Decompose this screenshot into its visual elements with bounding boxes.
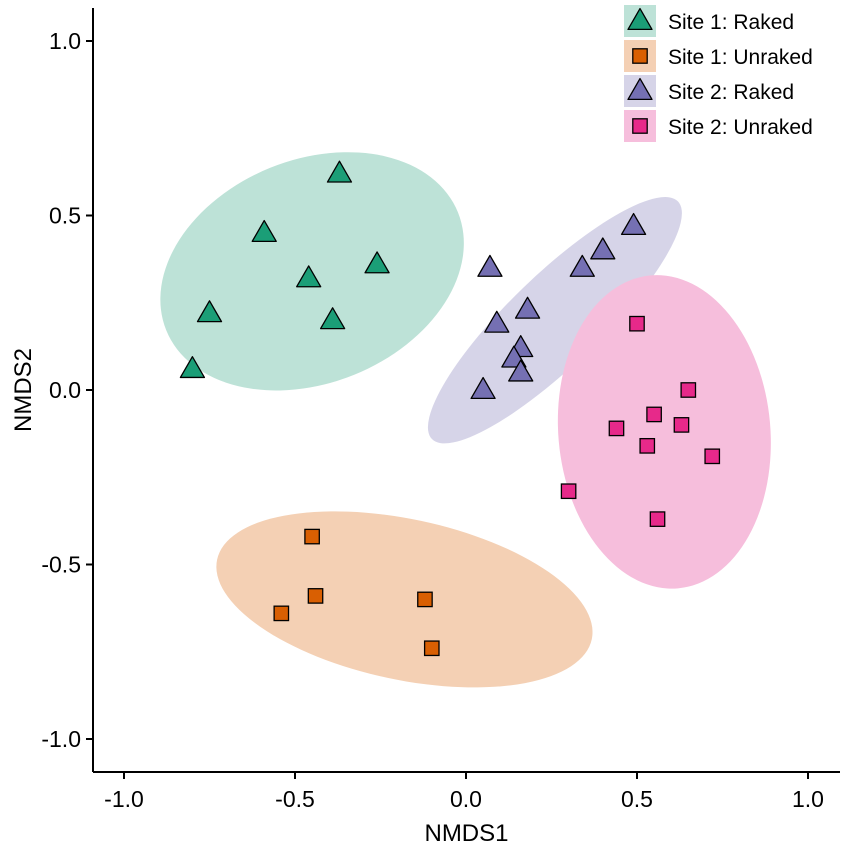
point-site-1-raked: [326, 160, 353, 183]
point-site-2-unraked: [608, 420, 625, 437]
point-site-2-unraked: [649, 511, 666, 527]
point-site-1-unraked: [304, 528, 320, 545]
point-site-2-raked: [620, 212, 647, 236]
legend-label-site-1-unraked: Site 1: Unraked: [668, 46, 813, 69]
y-tick-label: 1.0: [49, 28, 81, 54]
point-site-2-unraked: [639, 437, 656, 454]
legend-label-site-2-raked: Site 2: Raked: [668, 81, 794, 104]
x-tick-label: -0.5: [275, 786, 315, 812]
point-site-2-raked: [569, 254, 595, 277]
point-site-2-unraked: [704, 448, 721, 465]
point-layer: [179, 160, 721, 657]
point-site-2-unraked: [629, 315, 645, 332]
point-site-1-raked: [251, 219, 277, 243]
point-site-2-raked: [508, 359, 534, 382]
point-site-2-raked: [484, 310, 510, 333]
x-tick-label: 0.5: [621, 786, 653, 812]
x-tick-label: -1.0: [104, 786, 144, 812]
y-tick-label: -0.5: [41, 552, 81, 578]
point-site-2-unraked: [673, 417, 690, 433]
point-site-2-raked: [470, 376, 496, 400]
legend-marker-site-2-raked: [627, 77, 653, 101]
ellipse-layer: [160, 152, 771, 688]
y-tick-label: 0.5: [49, 203, 81, 229]
point-site-1-raked: [296, 265, 322, 288]
point-site-1-unraked: [273, 605, 290, 622]
x-tick-label: 0.0: [450, 786, 482, 812]
point-site-2-unraked: [646, 406, 662, 423]
point-site-1-raked: [319, 307, 346, 330]
x-ticks: -1.0 -0.5 0.0 0.5 1.0: [104, 772, 824, 812]
legend-marker-site-1-unraked: [632, 48, 648, 64]
legend-label-site-1-raked: Site 1: Raked: [668, 11, 794, 34]
point-site-2-raked: [477, 254, 503, 277]
x-tick-label: 1.0: [792, 786, 824, 812]
legend-marker-site-1-raked: [627, 7, 653, 31]
point-site-1-unraked: [307, 588, 324, 604]
point-site-2-unraked: [680, 382, 697, 398]
point-site-1-unraked: [417, 591, 433, 608]
axes: -1.0 -0.5 0.0 0.5 1.0 -1.0 -0.5 0.0 0.5 1.0: [41, 8, 840, 812]
point-site-2-unraked: [560, 483, 577, 500]
legend-label-site-2-unraked: Site 2: Unraked: [668, 116, 813, 139]
legend: Site 1: Raked Site 1: Unraked Site 2: Rake…: [624, 5, 813, 142]
point-site-2-raked: [514, 296, 541, 319]
y-tick-label: -1.0: [41, 726, 81, 752]
point-site-1-unraked: [423, 640, 440, 657]
ellipse-site-1-unraked: [216, 511, 593, 688]
point-site-1-raked: [179, 356, 206, 379]
ellipse-site-2-unraked: [557, 275, 771, 589]
ellipse-site-2-raked: [427, 197, 682, 444]
point-site-1-raked: [364, 251, 390, 274]
point-site-1-raked: [196, 300, 223, 323]
point-site-2-raked: [590, 237, 616, 260]
y-ticks: -1.0 -0.5 0.0 0.5 1.0: [41, 28, 93, 752]
y-axis-title: NMDS2: [10, 348, 37, 432]
x-axis-title: NMDS1: [424, 820, 508, 847]
legend-marker-site-2-unraked: [632, 118, 648, 134]
y-tick-label: 0.0: [49, 377, 81, 403]
